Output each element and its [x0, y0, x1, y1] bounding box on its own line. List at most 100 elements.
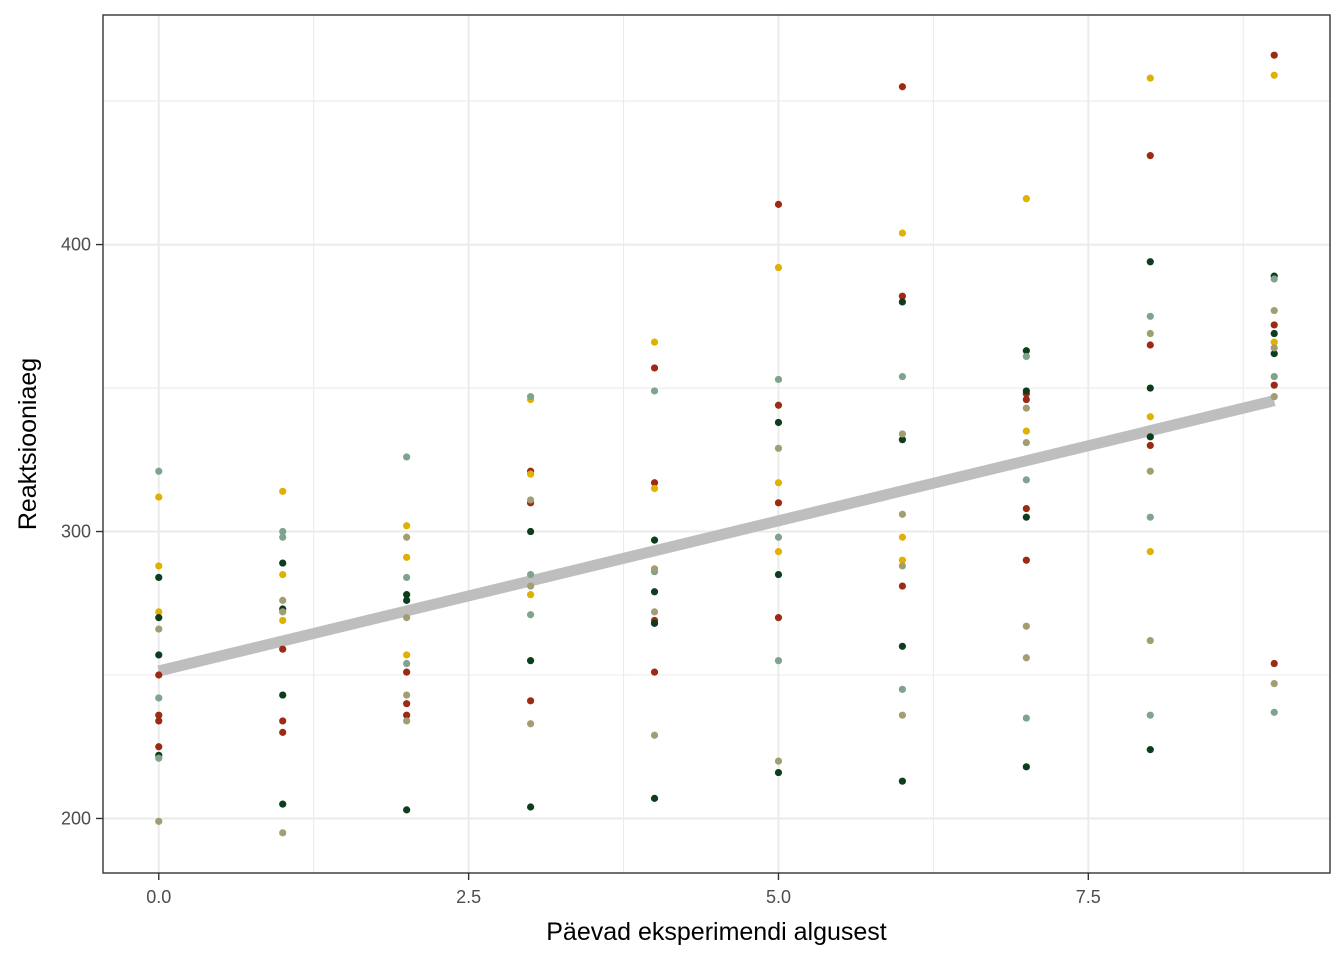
- data-point: [1146, 341, 1154, 349]
- data-point: [1022, 714, 1030, 722]
- data-point: [650, 338, 659, 346]
- trend-line-layer: [157, 395, 1276, 677]
- data-point: [526, 611, 535, 619]
- data-point: [774, 200, 783, 208]
- grid-lines: [103, 15, 1330, 873]
- data-point: [1022, 556, 1030, 564]
- data-point: [1270, 350, 1278, 358]
- data-point: [774, 263, 783, 272]
- data-point: [1022, 404, 1030, 412]
- data-point: [1022, 622, 1030, 630]
- data-point: [1146, 74, 1154, 82]
- data-point: [898, 711, 907, 719]
- data-point: [650, 619, 659, 627]
- data-point: [155, 671, 163, 679]
- data-point: [1270, 381, 1278, 389]
- data-point: [526, 570, 535, 579]
- data-point: [1022, 438, 1030, 447]
- data-point: [774, 614, 783, 622]
- data-point: [898, 533, 907, 541]
- data-point: [155, 651, 163, 659]
- data-point: [898, 556, 907, 564]
- data-point: [526, 720, 535, 728]
- data-point: [898, 298, 907, 306]
- data-point: [526, 582, 535, 590]
- data-point: [403, 591, 411, 599]
- data-points: [155, 51, 1278, 837]
- data-point: [650, 479, 659, 487]
- data-point: [1022, 347, 1030, 355]
- data-point: [1146, 467, 1154, 475]
- data-point: [403, 522, 411, 530]
- data-point: [1146, 746, 1154, 754]
- data-point: [403, 806, 411, 814]
- data-point: [279, 559, 287, 567]
- data-point: [1270, 51, 1278, 59]
- data-point: [650, 387, 659, 395]
- data-point: [1146, 513, 1154, 521]
- data-point: [155, 754, 163, 762]
- data-point: [1270, 329, 1278, 338]
- data-point: [403, 573, 411, 582]
- data-point: [898, 229, 907, 237]
- data-point: [774, 479, 783, 487]
- y-tick-label: 200: [61, 808, 91, 828]
- data-point: [526, 393, 535, 401]
- data-point: [1270, 659, 1278, 668]
- data-point: [526, 697, 535, 705]
- data-point: [898, 436, 907, 444]
- data-point: [1146, 413, 1154, 421]
- data-point: [155, 614, 163, 622]
- y-axis: 200 300 400: [61, 235, 103, 828]
- data-point: [898, 642, 907, 650]
- data-point: [526, 657, 535, 665]
- data-point: [774, 570, 783, 579]
- data-point: [526, 496, 535, 504]
- data-point: [1146, 433, 1154, 441]
- data-point: [279, 691, 287, 699]
- data-point: [279, 645, 287, 653]
- data-point: [155, 694, 163, 702]
- data-point: [898, 292, 907, 300]
- data-point: [1022, 504, 1030, 513]
- data-point: [898, 430, 907, 438]
- trend-line: [157, 395, 1276, 677]
- data-point: [650, 484, 659, 493]
- data-point: [403, 691, 411, 699]
- data-point: [1022, 195, 1030, 203]
- panel-border: [102, 14, 1331, 874]
- data-point: [650, 565, 659, 573]
- data-point: [526, 527, 535, 536]
- data-point: [155, 717, 163, 725]
- data-point: [898, 510, 907, 518]
- data-point: [155, 493, 163, 501]
- x-tick-label: 7.5: [1076, 887, 1101, 907]
- data-point: [1146, 152, 1154, 160]
- data-point: [1270, 680, 1278, 688]
- data-point: [279, 829, 287, 837]
- data-point: [650, 731, 659, 739]
- data-point: [403, 711, 411, 719]
- data-point: [1022, 763, 1030, 771]
- data-point: [279, 570, 287, 579]
- data-point: [1146, 384, 1154, 392]
- y-tick-label: 400: [61, 235, 91, 255]
- data-point: [1022, 476, 1030, 484]
- x-tick-label: 2.5: [456, 887, 481, 907]
- data-point: [898, 562, 907, 570]
- data-point: [1270, 338, 1278, 346]
- data-point: [774, 499, 783, 507]
- data-point: [774, 757, 783, 765]
- data-point: [279, 533, 287, 541]
- data-point: [403, 659, 411, 668]
- data-point: [1022, 427, 1030, 435]
- x-axis-title: Päevad eksperimendi algusest: [546, 918, 887, 946]
- data-point: [279, 717, 287, 725]
- data-point: [403, 651, 411, 659]
- data-point: [650, 608, 659, 616]
- x-axis: 0.0 2.5 5.0 7.5: [146, 873, 1101, 907]
- data-point: [898, 83, 907, 91]
- data-point: [1022, 387, 1030, 395]
- data-point: [1270, 275, 1278, 283]
- data-point: [1270, 372, 1278, 381]
